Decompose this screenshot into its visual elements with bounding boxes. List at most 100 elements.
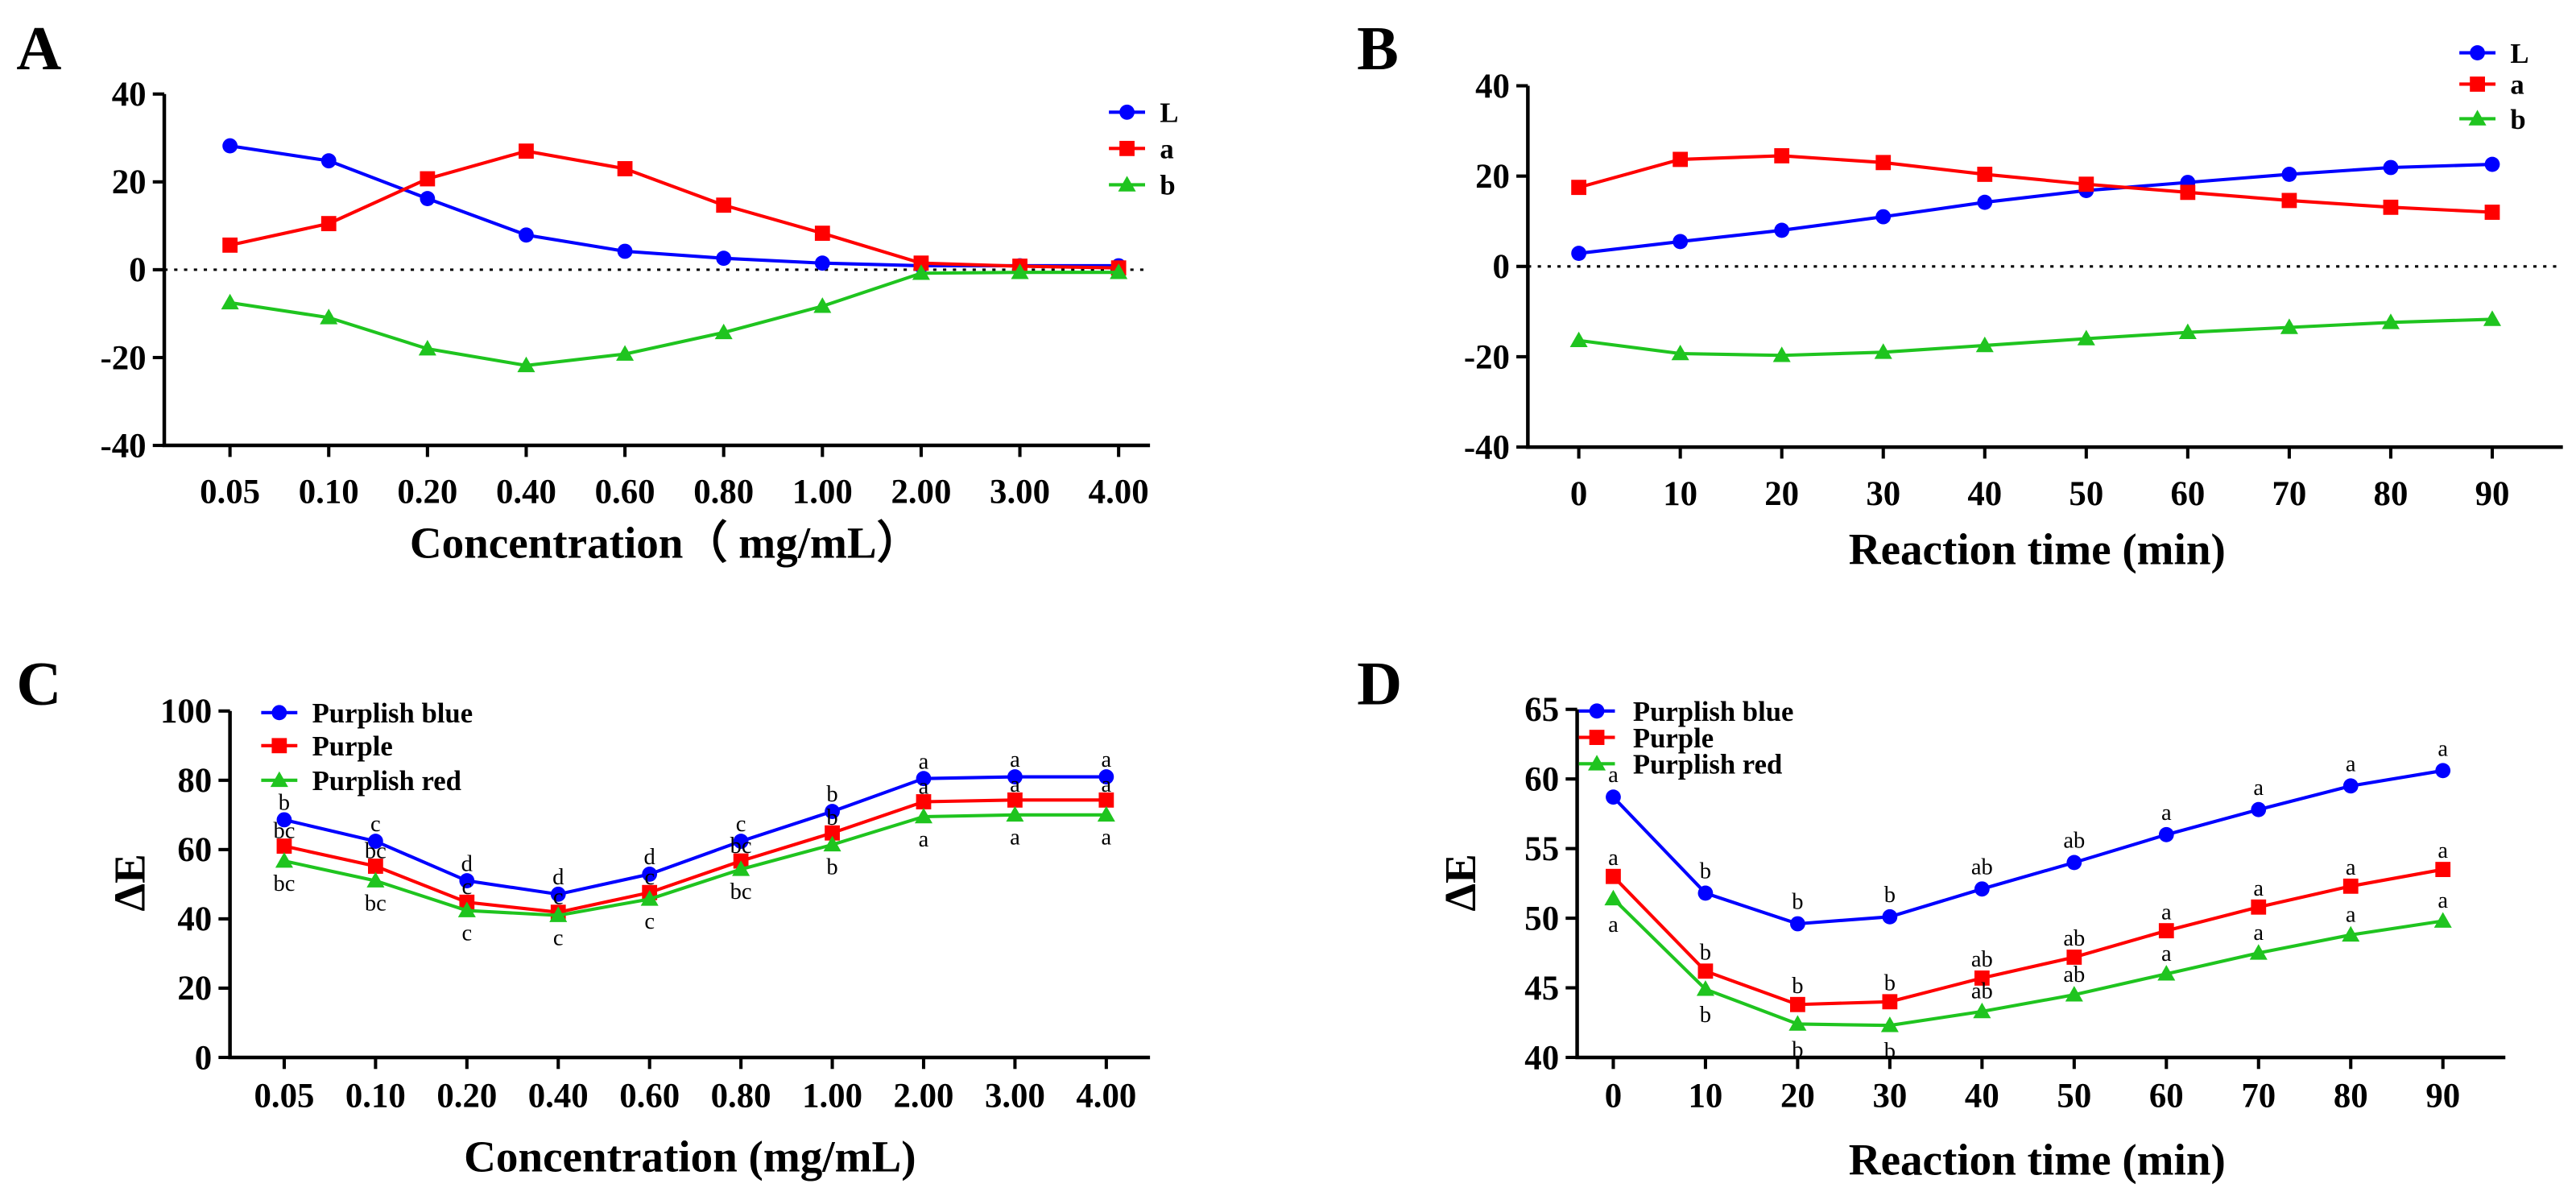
data-point-9 <box>1110 263 1128 279</box>
data-point-0 <box>221 293 239 310</box>
x-tick-label: 0 <box>1605 1077 1622 1115</box>
x-tick-label: 50 <box>2069 475 2103 513</box>
data-point-4 <box>1973 1002 1991 1019</box>
data-point-0 <box>276 812 292 828</box>
series-line <box>1578 163 2493 255</box>
x-tick-label: 60 <box>2149 1077 2184 1115</box>
legend-marker <box>2468 110 2487 126</box>
data-point-5 <box>732 860 750 876</box>
significance-letter: a <box>919 827 929 852</box>
y-tick-label: 100 <box>160 693 212 730</box>
significance-letter: c <box>553 884 564 909</box>
data-point-0 <box>275 851 293 868</box>
data-point-3 <box>517 356 535 373</box>
data-point-1 <box>1671 344 1689 361</box>
x-tick-label: 4.00 <box>1076 1077 1136 1115</box>
data-point-2 <box>420 191 436 206</box>
data-point-0 <box>1571 180 1586 196</box>
data-point-9 <box>2435 763 2451 779</box>
data-point-4 <box>617 243 633 259</box>
significance-letter: b <box>826 855 837 880</box>
x-tick-label: 80 <box>2334 1077 2368 1115</box>
data-point-6 <box>814 226 830 242</box>
significance-letter: b <box>1884 1039 1896 1064</box>
data-point-6 <box>2157 965 2176 981</box>
legend-entry-0: L <box>2459 38 2529 69</box>
legend-label: Purple <box>312 730 393 762</box>
significance-letter: b <box>1700 1003 1711 1028</box>
significance-letter: a <box>2253 921 2264 946</box>
significance-letter: a <box>2346 902 2356 927</box>
significance-letter: b <box>1700 859 1711 884</box>
data-point-7 <box>912 264 930 280</box>
x-tick-label: 2.00 <box>894 1077 954 1115</box>
legend-label: a <box>2510 69 2524 101</box>
data-point-7 <box>914 807 933 824</box>
data-point-0 <box>1604 889 1623 906</box>
data-point-2 <box>1790 916 1805 932</box>
x-tick-label: 40 <box>1965 1077 1999 1115</box>
data-point-1 <box>320 216 337 232</box>
x-tick-label: 90 <box>2475 475 2510 513</box>
data-point-6 <box>813 297 832 313</box>
significance-letter: b <box>1792 1037 1803 1062</box>
panel-d: D 40 45 50 55 60 65 0 10 20 30 40 50 60 70 80 90 Reaction… <box>1357 648 2506 1184</box>
significance-letter: c <box>553 925 564 950</box>
y-tick-label: 20 <box>112 163 147 201</box>
significance-letter: b <box>1884 970 1896 995</box>
x-tick-label: 0.20 <box>397 474 457 511</box>
panel-label-a: A <box>16 14 61 83</box>
data-point-8 <box>2383 159 2399 176</box>
data-point-8 <box>2383 199 2399 215</box>
y-tick-label: 50 <box>1524 900 1559 937</box>
data-point-1 <box>368 859 383 874</box>
significance-letter: a <box>2161 801 2172 826</box>
x-axis-title: Concentration（ mg/mL） <box>410 518 921 567</box>
data-point-5 <box>714 323 733 340</box>
data-point-1 <box>1697 885 1714 901</box>
series-line <box>229 149 1119 270</box>
panel-b: B -40 -20 0 20 40 0 10 20 30 40 50 60 70 80 90 Reaction … <box>1357 14 2563 574</box>
data-point-4 <box>1977 194 1993 210</box>
y-tick-label: 55 <box>1524 830 1559 868</box>
data-point-2 <box>459 873 475 888</box>
data-point-6 <box>2178 323 2197 339</box>
x-axis-title: Reaction time (min) <box>1849 524 2226 573</box>
series-line <box>229 271 1119 367</box>
legend-label: Purplish blue <box>312 697 473 729</box>
x-tick-label: 0.40 <box>528 1077 589 1115</box>
x-tick-label: 0.05 <box>200 474 260 511</box>
legend-label: Purplish red <box>312 765 461 797</box>
data-point-5 <box>716 197 732 213</box>
x-tick-label: 0.60 <box>619 1077 680 1115</box>
data-point-1 <box>320 153 337 169</box>
series-line <box>1612 897 2444 1028</box>
data-point-1 <box>1673 151 1689 168</box>
legend-entry-0: L <box>1109 97 1179 129</box>
data-point-7 <box>913 255 929 271</box>
data-point-3 <box>519 143 534 159</box>
x-tick-label: 90 <box>2425 1077 2460 1115</box>
data-point-3 <box>549 906 568 922</box>
x-tick-label: 0.05 <box>254 1077 314 1115</box>
significance-letter: a <box>1608 846 1619 871</box>
legend-marker <box>1589 730 1605 746</box>
y-tick-label: 40 <box>1475 68 1510 106</box>
data-point-1 <box>1673 234 1689 250</box>
data-point-6 <box>2158 826 2174 842</box>
legend-label: b <box>2510 104 2525 135</box>
data-point-2 <box>1774 222 1790 238</box>
significance-letter: d <box>644 845 655 870</box>
significance-letter: a <box>2253 876 2264 901</box>
data-point-6 <box>814 255 830 271</box>
data-point-0 <box>276 838 292 854</box>
significance-letter: d <box>552 865 564 890</box>
data-point-8 <box>1007 792 1023 808</box>
legend-entry-2: Purplish red <box>1578 749 1782 780</box>
x-tick-label: 40 <box>1967 475 2002 513</box>
data-point-0 <box>222 237 238 253</box>
x-tick-label: 0.10 <box>299 474 359 511</box>
data-point-5 <box>2078 176 2094 192</box>
